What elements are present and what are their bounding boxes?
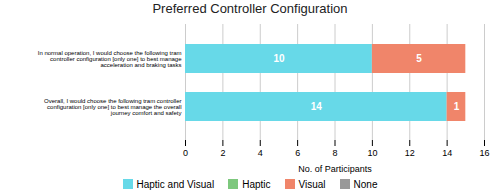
svg-text:8: 8 [332, 148, 337, 158]
svg-text:In normal operation, I would c: In normal operation, I would choose the … [38, 50, 182, 68]
svg-text:12: 12 [405, 148, 415, 158]
svg-text:0: 0 [183, 148, 188, 158]
svg-text:16: 16 [479, 148, 489, 158]
svg-text:6: 6 [295, 148, 300, 158]
html-text:Visual: Visual [298, 178, 326, 190]
svg-text:1: 1 [454, 101, 460, 112]
svg-text:4: 4 [258, 148, 263, 158]
svg-text:No. of Participants: No. of Participants [298, 164, 372, 174]
svg-text:10: 10 [367, 148, 377, 158]
html-text:Haptic and Visual: Haptic and Visual [136, 178, 215, 190]
html-text:Haptic: Haptic [242, 178, 271, 190]
svg-text:10: 10 [273, 53, 285, 64]
svg-text:5: 5 [416, 53, 422, 64]
svg-text:14: 14 [442, 148, 452, 158]
html-text:Preferred Controller Configura: Preferred Controller Configuration [152, 1, 348, 16]
html-text:None: None [353, 178, 378, 190]
svg-text:Overall, I would choose the fo: Overall, I would choose the following tr… [44, 98, 181, 116]
svg-text:14: 14 [311, 101, 323, 112]
svg-text:2: 2 [220, 148, 225, 158]
